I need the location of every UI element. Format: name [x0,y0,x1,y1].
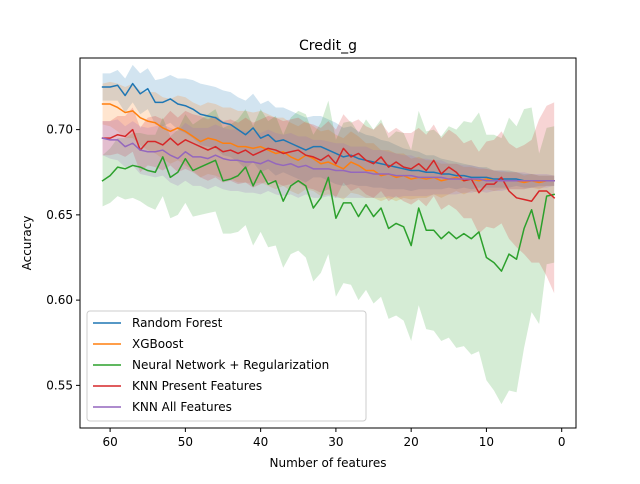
series-lines [101,82,556,272]
legend-label-4: KNN All Features [132,400,232,414]
line-series-4 [101,137,555,182]
y-axis-label: Accuracy [20,216,34,271]
line-series-2 [101,156,556,272]
y-tick-label-1: 0.60 [46,293,73,307]
band-series-0 [102,64,555,191]
band-series-4 [102,119,555,198]
legend-label-2: Neural Network + Regularization [132,358,329,372]
confidence-bands [102,64,555,405]
x-tick-label-0: 60 [102,435,117,449]
chart-title: Credit_g [299,38,357,54]
x-tick-label-3: 30 [328,435,343,449]
y-tick-label-0: 0.55 [46,378,73,392]
plot-frame [79,57,577,429]
x-tick-label-4: 20 [404,435,419,449]
band-series-1 [102,81,555,202]
band-series-3 [102,102,555,294]
x-tick-label-1: 50 [178,435,193,449]
line-series-3 [101,128,556,202]
x-tick-label-2: 40 [253,435,268,449]
band-series-2 [102,100,555,405]
y-tick-label-3: 0.70 [46,123,73,137]
y-axis-ticks: 0.55 0.60 0.65 0.70 [46,123,80,392]
line-series-1 [101,103,555,184]
legend-label-3: KNN Present Features [132,379,262,393]
legend: Random Forest XGBoost Neural Network + Reg… [86,310,367,422]
legend-box [86,310,367,422]
x-axis-ticks: 60 50 40 30 20 10 0 [102,428,566,449]
x-axis-label: Number of features [270,456,387,470]
legend-label-1: XGBoost [132,337,184,351]
y-tick-label-2: 0.65 [46,208,73,222]
x-tick-label-5: 10 [479,435,494,449]
line-series-0 [101,82,555,182]
x-tick-label-6: 0 [558,435,566,449]
legend-label-0: Random Forest [132,316,223,330]
